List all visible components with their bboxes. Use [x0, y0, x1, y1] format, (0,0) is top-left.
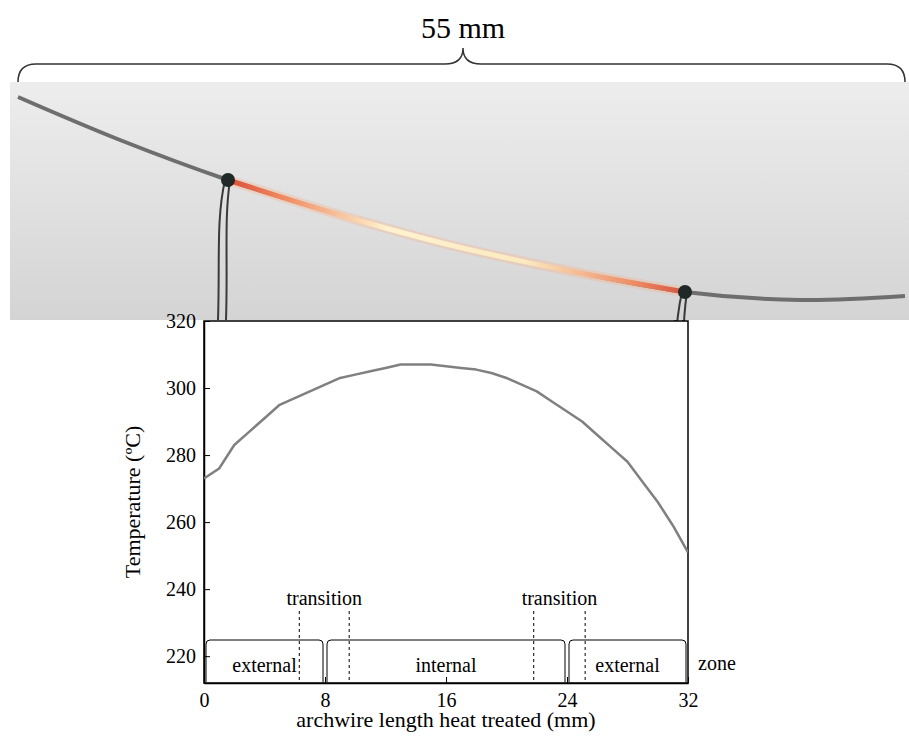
- y-tick: 300: [166, 377, 210, 399]
- y-tick: 260: [166, 511, 210, 533]
- transition-label: transition: [522, 587, 598, 609]
- zone-label: external: [595, 654, 660, 676]
- electrode-lead: [218, 180, 230, 320]
- y-tick: 320: [166, 310, 210, 332]
- x-tick-mark: [325, 677, 326, 683]
- y-axis-title: Temperature (ºC): [120, 426, 145, 579]
- wire: [18, 97, 905, 300]
- zone-label: external: [232, 654, 297, 676]
- transition-line: [585, 611, 586, 682]
- y-tick: 280: [166, 444, 210, 466]
- zone-label: internal: [415, 654, 477, 676]
- y-tick-label: 280: [166, 444, 196, 466]
- chart: 08162432220240260280300320archwire lengt…: [120, 310, 736, 732]
- x-tick: 32: [679, 677, 699, 711]
- transition-line: [533, 611, 534, 682]
- scale-brace: [18, 48, 905, 82]
- zone-bracket: [327, 640, 565, 682]
- y-tick-mark: [204, 589, 210, 590]
- x-tick-label: 32: [679, 689, 699, 711]
- electrode-clamp: [678, 285, 692, 299]
- plot-frame: [204, 321, 688, 683]
- y-tick-label: 260: [166, 511, 196, 533]
- x-tick-mark: [567, 677, 568, 683]
- wire-glow-halo: [228, 180, 685, 292]
- y-tick-mark: [204, 321, 210, 322]
- zone-bracket: [206, 640, 323, 682]
- transition-line: [299, 611, 300, 682]
- transition-label: transition: [286, 587, 362, 609]
- y-tick-label: 300: [166, 377, 196, 399]
- y-tick: 220: [166, 645, 210, 667]
- figure: 55 mm08162432220240260280300320archwire …: [0, 0, 909, 749]
- x-tick-mark: [446, 677, 447, 683]
- scale-label: 55 mm: [421, 11, 505, 44]
- y-tick-mark: [204, 522, 210, 523]
- y-axis: 220 240 260 280 300 320: [166, 310, 210, 684]
- marks: [204, 365, 688, 553]
- x-axis-title: archwire length heat treated (mm): [296, 707, 595, 732]
- photo-background: [10, 82, 909, 320]
- temperature-line: [204, 365, 688, 553]
- y-tick: 240: [166, 578, 210, 600]
- y-tick-label: 240: [166, 578, 196, 600]
- y-tick-mark: [204, 455, 210, 456]
- transition-line: [349, 611, 350, 682]
- x-tick-label: 0: [200, 689, 210, 711]
- y-axis-line: [204, 322, 206, 684]
- y-tick-label: 320: [166, 310, 196, 332]
- y-tick-mark: [204, 656, 210, 657]
- zone-title: zone: [698, 652, 736, 674]
- photo: [10, 48, 909, 345]
- wire-glow: [228, 180, 685, 292]
- y-tick-label: 220: [166, 645, 196, 667]
- y-tick-mark: [204, 388, 210, 389]
- zone-bracket: [569, 640, 686, 682]
- electrode-clamp: [221, 173, 235, 187]
- x-tick-mark: [688, 677, 689, 683]
